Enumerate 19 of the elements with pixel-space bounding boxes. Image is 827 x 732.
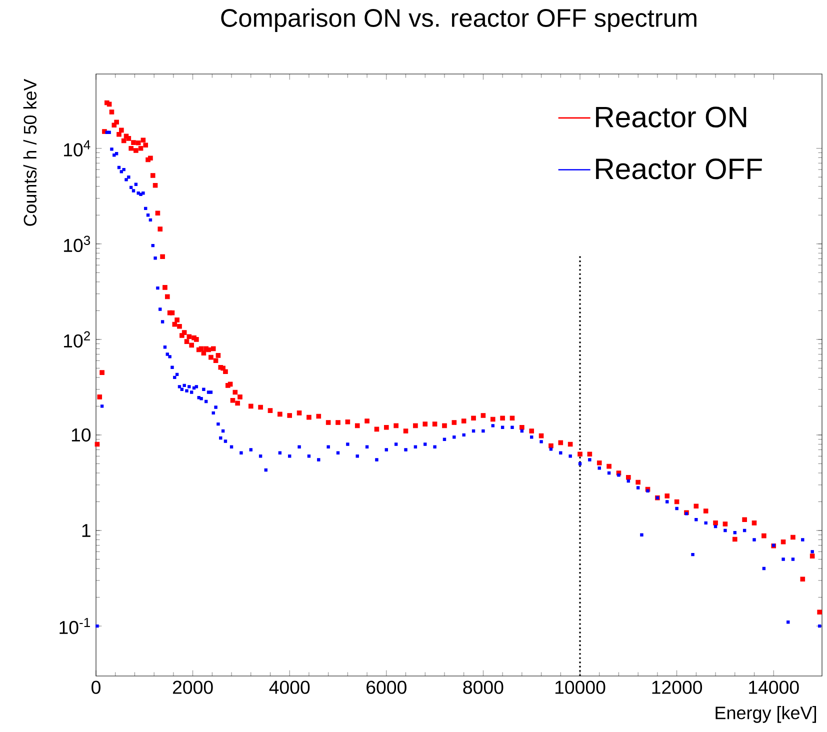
x-axis-title: Energy [keV] [716, 706, 816, 723]
x-tick-label: 10000 [555, 680, 606, 694]
legend-label: Reactor ON [596, 106, 746, 128]
x-tick-label: 0 [92, 680, 100, 694]
y-tick-label: 10$^{2}$ [64, 331, 90, 348]
x-tick-label: 4000 [269, 680, 310, 694]
x-tick-label: 14000 [749, 680, 799, 694]
x-tick-label: 6000 [366, 680, 406, 694]
y-tick-label: 1 [82, 524, 90, 537]
x-tick-label: 8000 [463, 680, 504, 694]
x-tick-label: 2000 [172, 680, 213, 694]
y-tick-label: 10$^{-1}$ [60, 618, 90, 634]
y-tick-label: 10$^{3}$ [64, 236, 90, 252]
y-tick-label: 10 [72, 428, 91, 442]
y-tick-label: 10$^{4}$ [64, 140, 90, 156]
legend-label: Reactor OFF [596, 158, 762, 180]
chart-title: Comparison ON vs. reactor OFF spectrum [221, 8, 696, 32]
x-tick-label: 12000 [652, 680, 702, 694]
y-axis-title: Counts/ h / 50 keV [23, 78, 37, 226]
